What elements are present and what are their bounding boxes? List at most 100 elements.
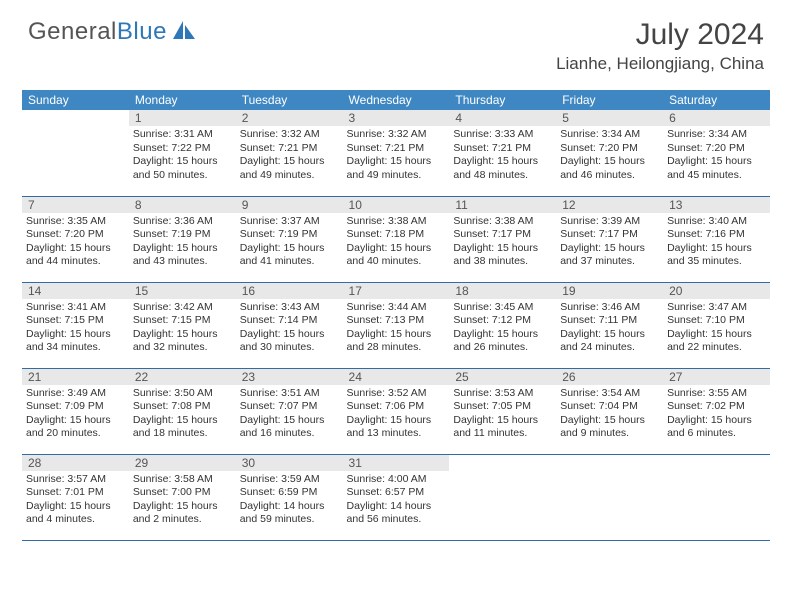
day-number: 20 xyxy=(663,283,770,299)
day-body: Sunrise: 3:57 AMSunset: 7:01 PMDaylight:… xyxy=(22,471,129,532)
sunset-line: Sunset: 7:17 PM xyxy=(453,228,552,242)
sunrise-line: Sunrise: 3:38 AM xyxy=(453,215,552,229)
calendar-cell: 19Sunrise: 3:46 AMSunset: 7:11 PMDayligh… xyxy=(556,282,663,368)
daylight-line: Daylight: 15 hours and 13 minutes. xyxy=(347,414,446,441)
sunset-line: Sunset: 7:01 PM xyxy=(26,486,125,500)
sunrise-line: Sunrise: 3:51 AM xyxy=(240,387,339,401)
weekday-header: Sunday xyxy=(22,90,129,110)
day-body: Sunrise: 3:32 AMSunset: 7:21 PMDaylight:… xyxy=(236,126,343,187)
day-number: 26 xyxy=(556,369,663,385)
day-body: Sunrise: 4:00 AMSunset: 6:57 PMDaylight:… xyxy=(343,471,450,532)
daylight-line: Daylight: 15 hours and 20 minutes. xyxy=(26,414,125,441)
calendar-cell: 28Sunrise: 3:57 AMSunset: 7:01 PMDayligh… xyxy=(22,454,129,540)
daylight-line: Daylight: 15 hours and 30 minutes. xyxy=(240,328,339,355)
daylight-line: Daylight: 15 hours and 22 minutes. xyxy=(667,328,766,355)
sunrise-line: Sunrise: 3:35 AM xyxy=(26,215,125,229)
calendar-cell: 5Sunrise: 3:34 AMSunset: 7:20 PMDaylight… xyxy=(556,110,663,196)
day-number: 18 xyxy=(449,283,556,299)
calendar-cell: 13Sunrise: 3:40 AMSunset: 7:16 PMDayligh… xyxy=(663,196,770,282)
calendar-cell: 21Sunrise: 3:49 AMSunset: 7:09 PMDayligh… xyxy=(22,368,129,454)
daylight-line: Daylight: 15 hours and 6 minutes. xyxy=(667,414,766,441)
logo-text: GeneralBlue xyxy=(28,18,167,46)
sunrise-line: Sunrise: 3:44 AM xyxy=(347,301,446,315)
sunrise-line: Sunrise: 3:57 AM xyxy=(26,473,125,487)
daylight-line: Daylight: 15 hours and 48 minutes. xyxy=(453,155,552,182)
sunrise-line: Sunrise: 3:32 AM xyxy=(240,128,339,142)
sunrise-line: Sunrise: 3:36 AM xyxy=(133,215,232,229)
day-body: Sunrise: 3:42 AMSunset: 7:15 PMDaylight:… xyxy=(129,299,236,360)
daylight-line: Daylight: 15 hours and 38 minutes. xyxy=(453,242,552,269)
day-number: 11 xyxy=(449,197,556,213)
daylight-line: Daylight: 14 hours and 56 minutes. xyxy=(347,500,446,527)
day-number: 10 xyxy=(343,197,450,213)
sunset-line: Sunset: 7:02 PM xyxy=(667,400,766,414)
daylight-line: Daylight: 15 hours and 9 minutes. xyxy=(560,414,659,441)
day-body: Sunrise: 3:53 AMSunset: 7:05 PMDaylight:… xyxy=(449,385,556,446)
sunset-line: Sunset: 7:19 PM xyxy=(240,228,339,242)
day-body: Sunrise: 3:39 AMSunset: 7:17 PMDaylight:… xyxy=(556,213,663,274)
day-number: 15 xyxy=(129,283,236,299)
daylight-line: Daylight: 15 hours and 24 minutes. xyxy=(560,328,659,355)
sunrise-line: Sunrise: 3:55 AM xyxy=(667,387,766,401)
calendar-cell xyxy=(449,454,556,540)
calendar-cell: 18Sunrise: 3:45 AMSunset: 7:12 PMDayligh… xyxy=(449,282,556,368)
calendar-cell: 6Sunrise: 3:34 AMSunset: 7:20 PMDaylight… xyxy=(663,110,770,196)
sunrise-line: Sunrise: 3:58 AM xyxy=(133,473,232,487)
sunset-line: Sunset: 7:15 PM xyxy=(26,314,125,328)
day-number: 13 xyxy=(663,197,770,213)
sunrise-line: Sunrise: 3:59 AM xyxy=(240,473,339,487)
calendar-cell xyxy=(663,454,770,540)
day-number: 19 xyxy=(556,283,663,299)
title-block: July 2024 Lianhe, Heilongjiang, China xyxy=(556,18,764,74)
day-body: Sunrise: 3:40 AMSunset: 7:16 PMDaylight:… xyxy=(663,213,770,274)
weekday-header: Wednesday xyxy=(343,90,450,110)
calendar-cell: 20Sunrise: 3:47 AMSunset: 7:10 PMDayligh… xyxy=(663,282,770,368)
calendar-cell: 27Sunrise: 3:55 AMSunset: 7:02 PMDayligh… xyxy=(663,368,770,454)
day-body: Sunrise: 3:55 AMSunset: 7:02 PMDaylight:… xyxy=(663,385,770,446)
sunrise-line: Sunrise: 4:00 AM xyxy=(347,473,446,487)
calendar-cell: 10Sunrise: 3:38 AMSunset: 7:18 PMDayligh… xyxy=(343,196,450,282)
day-number: 1 xyxy=(129,110,236,126)
calendar-cell xyxy=(22,110,129,196)
daylight-line: Daylight: 15 hours and 37 minutes. xyxy=(560,242,659,269)
day-body: Sunrise: 3:54 AMSunset: 7:04 PMDaylight:… xyxy=(556,385,663,446)
sunrise-line: Sunrise: 3:47 AM xyxy=(667,301,766,315)
calendar-cell: 26Sunrise: 3:54 AMSunset: 7:04 PMDayligh… xyxy=(556,368,663,454)
calendar-row: 7Sunrise: 3:35 AMSunset: 7:20 PMDaylight… xyxy=(22,196,770,282)
logo-part1: General xyxy=(28,18,117,45)
daylight-line: Daylight: 15 hours and 43 minutes. xyxy=(133,242,232,269)
weekday-header: Monday xyxy=(129,90,236,110)
day-body: Sunrise: 3:33 AMSunset: 7:21 PMDaylight:… xyxy=(449,126,556,187)
sail-icon xyxy=(171,19,197,46)
day-body: Sunrise: 3:52 AMSunset: 7:06 PMDaylight:… xyxy=(343,385,450,446)
calendar-cell: 29Sunrise: 3:58 AMSunset: 7:00 PMDayligh… xyxy=(129,454,236,540)
calendar-row: 14Sunrise: 3:41 AMSunset: 7:15 PMDayligh… xyxy=(22,282,770,368)
day-number: 12 xyxy=(556,197,663,213)
sunset-line: Sunset: 7:14 PM xyxy=(240,314,339,328)
daylight-line: Daylight: 15 hours and 46 minutes. xyxy=(560,155,659,182)
sunrise-line: Sunrise: 3:52 AM xyxy=(347,387,446,401)
daylight-line: Daylight: 15 hours and 11 minutes. xyxy=(453,414,552,441)
calendar-cell: 1Sunrise: 3:31 AMSunset: 7:22 PMDaylight… xyxy=(129,110,236,196)
sunset-line: Sunset: 7:12 PM xyxy=(453,314,552,328)
weekday-row: Sunday Monday Tuesday Wednesday Thursday… xyxy=(22,90,770,110)
day-number: 14 xyxy=(22,283,129,299)
day-body: Sunrise: 3:49 AMSunset: 7:09 PMDaylight:… xyxy=(22,385,129,446)
daylight-line: Daylight: 14 hours and 59 minutes. xyxy=(240,500,339,527)
sunset-line: Sunset: 7:00 PM xyxy=(133,486,232,500)
day-number: 28 xyxy=(22,455,129,471)
calendar-table: Sunday Monday Tuesday Wednesday Thursday… xyxy=(22,90,770,541)
sunrise-line: Sunrise: 3:49 AM xyxy=(26,387,125,401)
sunset-line: Sunset: 6:57 PM xyxy=(347,486,446,500)
sunset-line: Sunset: 7:21 PM xyxy=(347,142,446,156)
weekday-header: Saturday xyxy=(663,90,770,110)
sunset-line: Sunset: 7:22 PM xyxy=(133,142,232,156)
sunrise-line: Sunrise: 3:34 AM xyxy=(667,128,766,142)
sunset-line: Sunset: 7:20 PM xyxy=(560,142,659,156)
calendar-cell xyxy=(556,454,663,540)
daylight-line: Daylight: 15 hours and 26 minutes. xyxy=(453,328,552,355)
calendar-cell: 16Sunrise: 3:43 AMSunset: 7:14 PMDayligh… xyxy=(236,282,343,368)
sunset-line: Sunset: 7:20 PM xyxy=(667,142,766,156)
day-body: Sunrise: 3:51 AMSunset: 7:07 PMDaylight:… xyxy=(236,385,343,446)
day-number: 23 xyxy=(236,369,343,385)
